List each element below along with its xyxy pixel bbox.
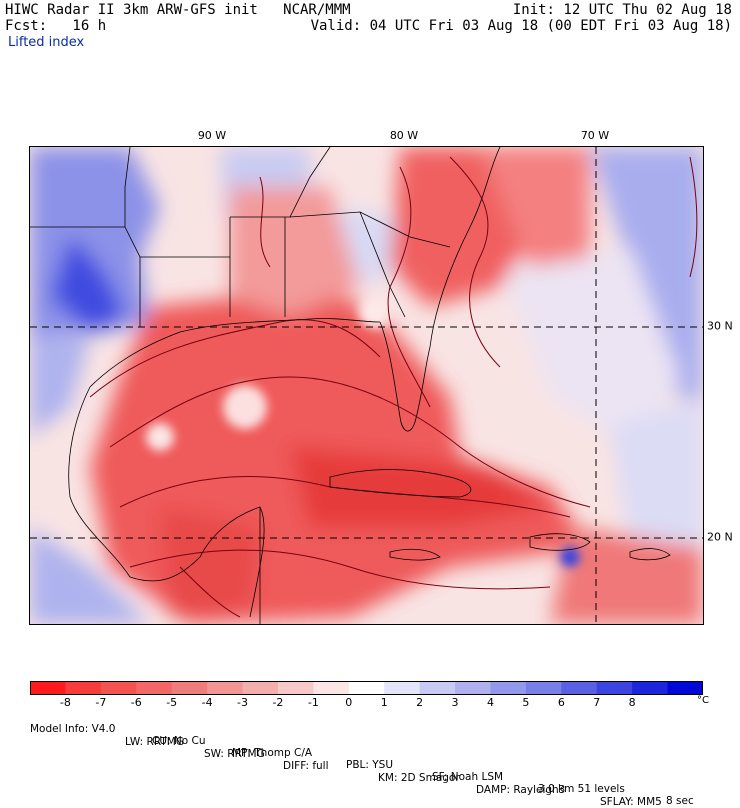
colorbar-tick-label: -2 [272,696,284,709]
colorbar-swatch [455,681,492,695]
cuba-outline [329,469,472,498]
colorbar-unit: °C [697,695,709,706]
lat-label-20n: 20 N [707,530,733,544]
pbl-scheme: PBL: YSU [346,759,394,771]
colorbar-tick-label: 6 [557,696,565,709]
km-option: KM: 2D Smagor [378,772,460,784]
neutral-region-atlantic [500,247,680,447]
contour-4 [129,549,551,590]
colorbar-swatch [30,681,67,695]
map-title: HIWC Radar II 3km ARW-GFS init NCAR/MMM [5,2,351,18]
timestep: 8 sec [666,795,694,807]
colorbar-tick-label: -7 [95,696,107,709]
colorbar-swatch [171,681,208,695]
colorbar-swatch [313,681,350,695]
colorbar-swatch [242,681,279,695]
contour-6 [449,156,501,368]
jamaica-outline [389,548,441,561]
lon-label-90w: 90 W [197,129,227,142]
coastlines-and-borders [30,147,671,624]
colorbar-swatch [490,681,527,695]
map-canvas [30,147,703,624]
model-version: Model Info: V4.0 [30,723,116,735]
colorbar-tick-label: 2 [416,696,424,709]
colorbar-tick-label: -1 [307,696,319,709]
unstable-core-caribbean [290,447,550,527]
stable-spot-hispaniola [560,547,580,567]
colorbar-tick-label: 8 [628,696,636,709]
contour-7 [259,176,271,268]
yucatan-coast [129,506,265,618]
puerto-rico-outline [629,548,671,561]
colorbar-tick-label: -3 [237,696,248,709]
colorbar-swatch [65,681,102,695]
colorbar-tick-label: 0 [345,696,353,709]
hispaniola-outline [529,533,591,551]
unstable-region-southeast [230,187,360,317]
contour-1 [89,319,381,398]
colorbar-swatch [136,681,173,695]
colorbar-swatch [384,681,421,695]
state-border-7 [359,211,406,318]
shortwave-scheme: SW: RRTMG [204,748,265,760]
gulf-coast-west [68,386,131,578]
longwave-scheme: LW: RRTMG [125,736,184,748]
diffusion-option: DIFF: full [283,760,329,772]
lat-label-30n: 30 N [707,319,733,333]
neutral-region-east [610,397,703,577]
colorbar-tick-label: 3 [451,696,459,709]
lifted-index-map [29,146,704,625]
weak-spot-florida [359,296,391,328]
colorbar-swatch [596,681,633,695]
forecast-hour: Fcst: 16 h [5,18,107,34]
colorbar-tick-label: -4 [201,696,213,709]
valid-time: Valid: 04 UTC Fri 03 Aug 18 (00 EDT Fri … [310,18,732,34]
state-border-1 [30,147,131,228]
colorbar-tick-label: -8 [59,696,71,709]
init-time: Init: 12 UTC Thu 02 Aug 18 [512,2,732,18]
colorbar-swatch [561,681,598,695]
colorbar-tick-label: 7 [593,696,601,709]
colorbar-tick-label: -5 [166,696,178,709]
field-detail [146,296,580,567]
colorbar-tick-label: -6 [130,696,142,709]
state-border-5 [289,211,451,248]
weak-spot-gulf [223,385,267,429]
gulf-coast-north [89,318,381,388]
lat-lon-grid [30,147,703,624]
stable-region-mexico [30,337,90,437]
surface-layer-option: SFLAY: MM5 [600,796,662,808]
colorbar-swatch [419,681,456,695]
stable-region-pacific [30,527,150,624]
contour-2 [109,376,591,508]
contour-8 [689,156,698,278]
colorbar-swatch [667,681,703,695]
lon-label-80w: 80 W [389,129,419,142]
colorbar-tick-label: 1 [380,696,388,709]
damping-option: DAMP: Rayleigh3 [476,784,566,796]
unstable-region-yucatan [160,507,260,617]
weak-spot-west-gulf [146,423,174,451]
colorbar-tick-label: 4 [486,696,494,709]
colorbar-swatch [348,681,385,695]
contour-9 [179,566,241,618]
florida-atlantic-coast [379,147,501,432]
colorbar-tick-label: 5 [522,696,530,709]
stable-core-texas [50,237,125,332]
colorbar-swatch [525,681,562,695]
model-info-line2: LW: RRTMG SW: RRTMG DIFF: full KM: 2D Sm… [30,724,662,808]
state-border-4 [230,147,331,218]
colorbar [30,681,703,695]
unstable-region-gulfstream [480,147,590,267]
state-border-6 [229,217,286,317]
colorbar-swatch [207,681,244,695]
colorbar-swatch [277,681,314,695]
field-blobs [30,147,703,624]
colorbar-swatch [100,681,137,695]
colorbar-swatch [632,681,669,695]
lon-label-70w: 70 W [580,129,610,142]
stable-region-atlantic [590,147,703,407]
colorbar-outline [30,681,703,695]
field-name: Lifted index [8,35,85,50]
